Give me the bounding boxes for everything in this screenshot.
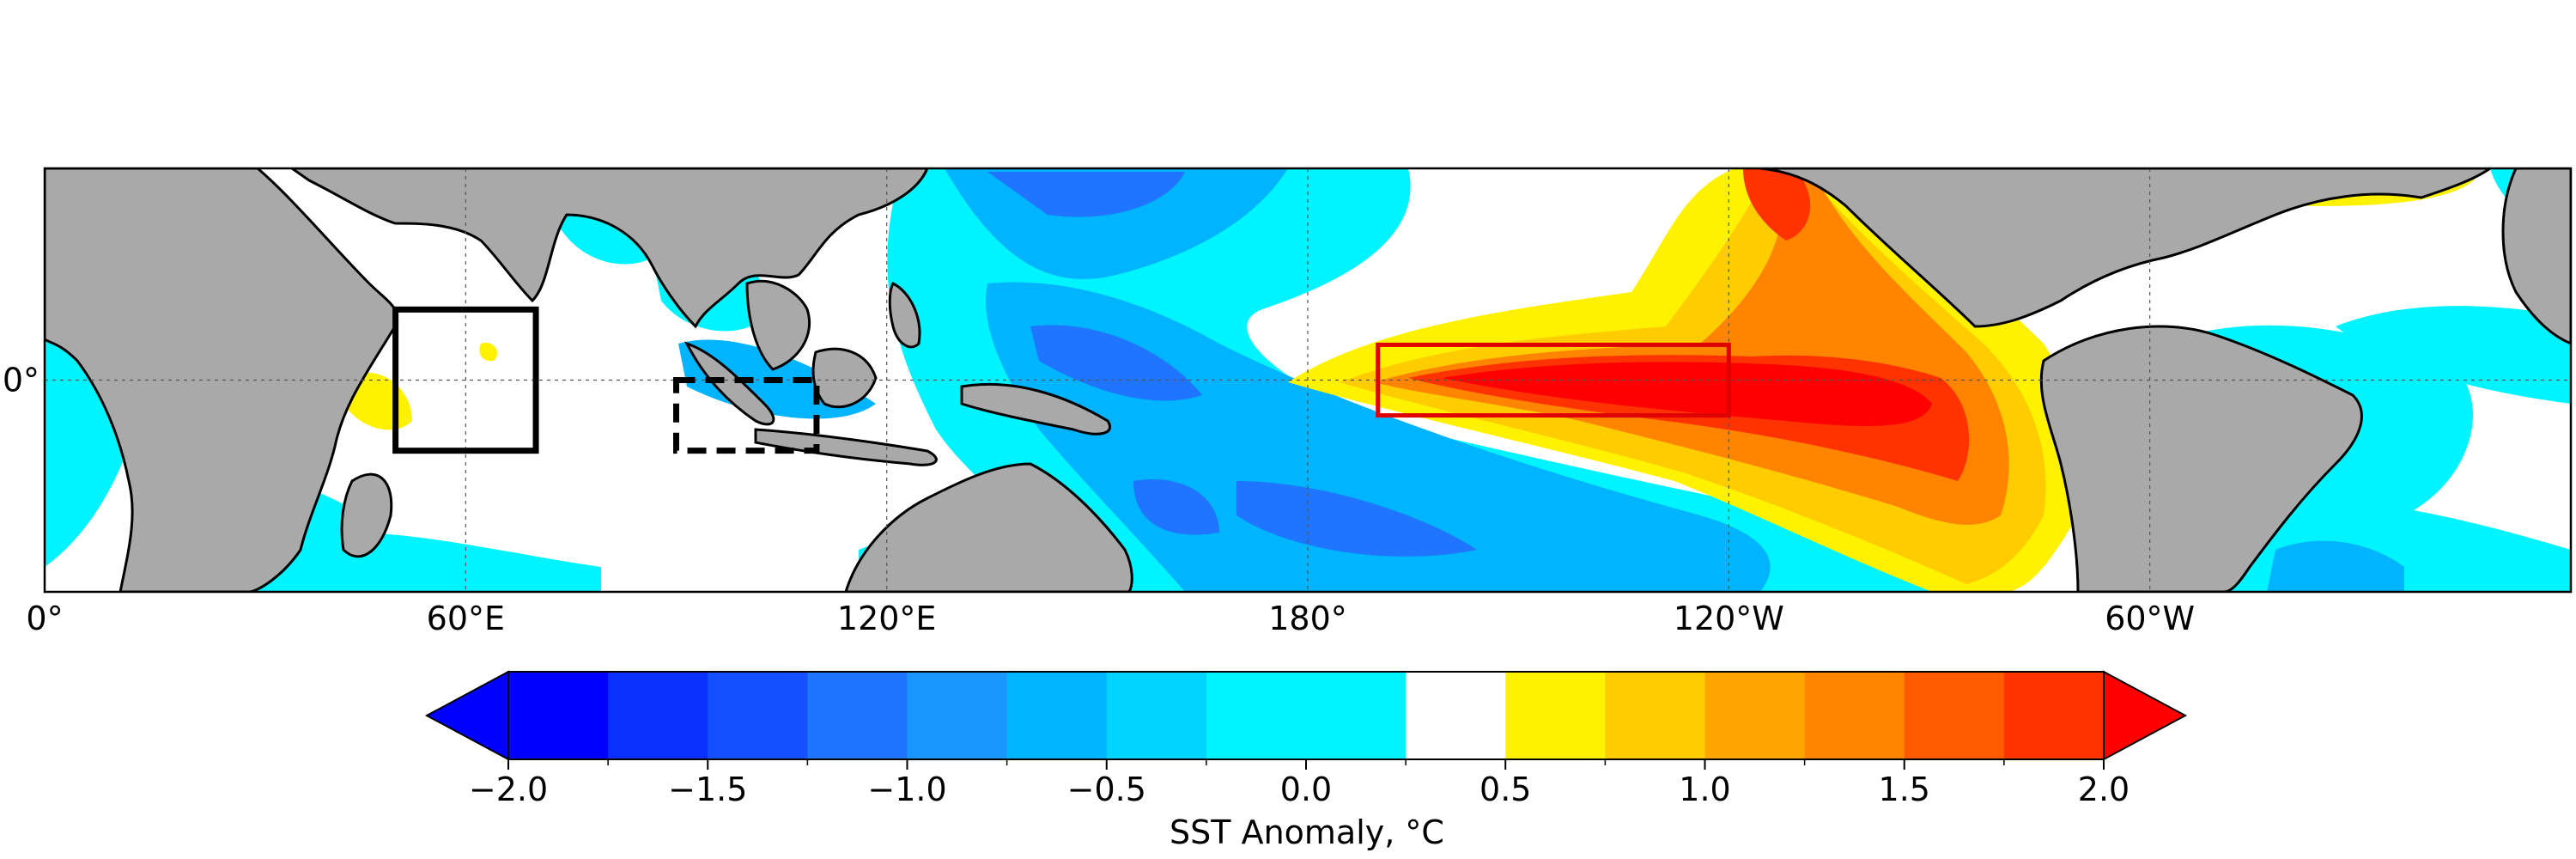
land-masses	[45, 168, 2571, 592]
map-frame	[43, 167, 2573, 594]
land-north-america	[1759, 168, 2493, 328]
colorbar-segment	[1006, 672, 1108, 759]
colorbar-segment	[807, 672, 908, 759]
colorbar-overflow-arrow	[2103, 670, 2188, 761]
cool-anomaly-strong	[987, 172, 1477, 557]
land-africa	[45, 168, 399, 592]
lon-tick-label: 0°	[26, 600, 63, 637]
lon-tick-label: 60°W	[2105, 600, 2195, 637]
colorbar-segment	[1904, 672, 2005, 759]
colorbar-tick-label: 2.0	[2078, 771, 2129, 808]
colorbar-tick-label: 1.0	[1679, 771, 1730, 808]
colorbar-segment	[1106, 672, 1207, 759]
lon-tick-label: 120°E	[837, 600, 937, 637]
land-arabia-asia	[289, 168, 929, 329]
land-new-guinea	[960, 382, 1111, 436]
lon-tick-label: 120°W	[1674, 600, 1784, 637]
colorbar-tick-label: −0.5	[1067, 771, 1146, 808]
colorbar-segment	[1605, 672, 1706, 759]
colorbar-tick-label: −1.5	[668, 771, 747, 808]
lon-tick-label: 180°	[1268, 600, 1347, 637]
land-borneo	[811, 347, 878, 409]
warm-anomaly-extreme	[1443, 362, 1932, 426]
colorbar-segment	[1704, 672, 1806, 759]
land-sumatra	[684, 341, 775, 426]
colorbar-segment	[1406, 672, 1506, 759]
western-indian-ocean-box	[392, 306, 539, 454]
lon-tick-label: 60°E	[427, 600, 505, 637]
colorbar-segment	[2003, 672, 2105, 759]
colorbar-tick-label: 0.0	[1280, 771, 1332, 808]
colorbar-segments	[508, 672, 2105, 765]
colorbar-segment	[1804, 672, 1905, 759]
colorbar-segment	[1206, 672, 1406, 759]
colorbar-tick-label: −2.0	[469, 771, 548, 808]
colorbar-tick-labels: −2.0 −1.5 −1.0 −0.5 0.0 0.5 1.0 1.5 2.0	[469, 759, 2129, 808]
land-indochina	[745, 279, 811, 371]
colorbar-tick-label: −1.0	[867, 771, 946, 808]
colorbar-segment	[708, 672, 808, 759]
latitude-tick-labels: 0°	[3, 362, 39, 399]
colorbar-segment	[608, 672, 708, 759]
land-south-america	[2039, 325, 2363, 592]
land-west-africa-right	[2501, 168, 2571, 345]
longitude-tick-labels: 0° 60°E 120°E 180° 120°W 60°W	[26, 600, 2195, 637]
colorbar-label: SST Anomaly, °C	[1170, 813, 1444, 851]
colorbar-underflow-arrow	[424, 670, 509, 761]
nino34-box	[1376, 342, 1731, 418]
colorbar-segment	[508, 672, 609, 759]
colorbar-segment	[907, 672, 1008, 759]
colorbar: −2.0 −1.5 −1.0 −0.5 0.0 0.5 1.0 1.5 2.0 SST Anom…	[424, 670, 2188, 851]
colorbar-tick-label: 1.5	[1879, 771, 1930, 808]
lat-tick-label: 0°	[3, 362, 39, 399]
region-boxes	[392, 306, 1731, 454]
eastern-indian-ocean-box	[673, 377, 820, 454]
land-australia	[844, 462, 1133, 592]
land-philippines	[888, 281, 921, 349]
land-madagascar	[340, 472, 393, 558]
colorbar-tick-label: 0.5	[1479, 771, 1531, 808]
sst-anomaly-map: 0° 60°E 120°E 180° 120°W 60°W 0°	[3, 167, 2573, 637]
colorbar-segment	[1505, 672, 1606, 759]
